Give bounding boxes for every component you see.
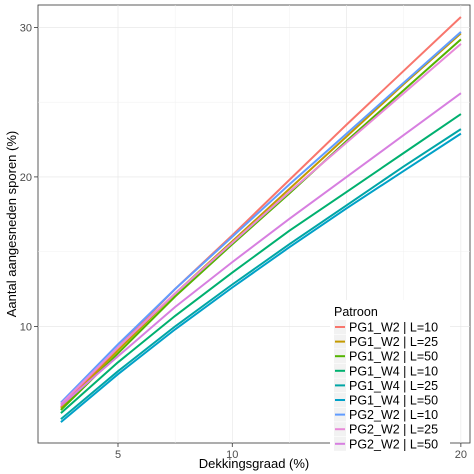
y-tick-label: 30	[20, 22, 32, 34]
legend-label: PG2_W2 | L=25	[349, 423, 438, 437]
series-line	[60, 38, 462, 411]
series-line	[60, 92, 462, 407]
legend-label: PG1_W2 | L=10	[349, 321, 438, 335]
legend-label: PG1_W2 | L=25	[349, 335, 438, 349]
series-group	[60, 16, 462, 423]
series-line	[60, 32, 462, 410]
legend-background	[330, 300, 450, 466]
y-axis-ticks: 10 20 30	[20, 22, 38, 333]
legend-label: PG2_W2 | L=50	[349, 437, 438, 451]
series-line	[60, 113, 462, 414]
x-tick-label: 20	[455, 449, 467, 461]
y-axis-label: Aantal aangesneden sporen (%)	[4, 131, 19, 317]
legend-label: PG2_W2 | L=10	[349, 408, 438, 422]
y-tick-label: 20	[20, 172, 32, 184]
legend-label: PG1_W2 | L=50	[349, 350, 438, 364]
legend-label: PG1_W4 | L=50	[349, 394, 438, 408]
series-line	[60, 31, 462, 404]
series-line	[60, 128, 462, 420]
legend-label: PG1_W4 | L=25	[349, 379, 438, 393]
series-line	[60, 132, 462, 423]
x-tick-label: 10	[226, 449, 238, 461]
x-tick-label: 5	[115, 449, 121, 461]
legend-label: PG1_W4 | L=10	[349, 364, 438, 378]
y-tick-label: 10	[20, 321, 32, 333]
x-axis-label: Dekkingsgraad (%)	[199, 456, 310, 471]
series-line	[60, 43, 462, 405]
legend-title: Patroon	[334, 305, 378, 319]
